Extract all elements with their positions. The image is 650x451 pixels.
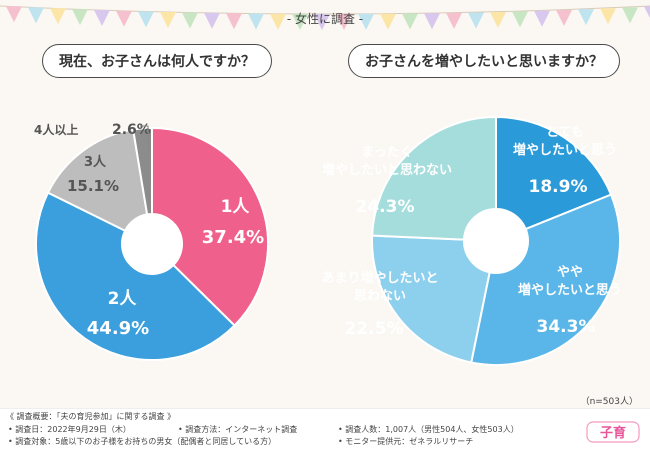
bunting-flag (468, 12, 484, 29)
survey-target: • 調査対象：5歳以下のお子様をお持ちの男女（配偶者と同居している方） (8, 437, 277, 446)
bunting-flag (182, 12, 198, 29)
slice-label: 1人 (221, 197, 251, 217)
charts-canvas: 1人 37.4% 2人 44.9% 3人 15.1% 4人以上 2.6% とても増やしたいと思う… (34, 115, 622, 366)
bunting-flag (380, 13, 396, 30)
slice-label: やや増やしたいと思う (518, 265, 622, 298)
bunting-flag (248, 13, 264, 30)
bunting-flag (226, 13, 242, 30)
question-1-label: 現在、お子さんは何人ですか？ (42, 44, 272, 78)
bunting-flag (50, 8, 66, 25)
bunting-flag (6, 6, 22, 23)
bunting-flag (556, 9, 572, 26)
bunting-flag (424, 13, 440, 30)
slice-label: あまり増やしたいと思わない (321, 270, 438, 304)
bunting-flag (622, 7, 638, 24)
slice-value: 34.3% (537, 317, 596, 337)
bunting-flag (270, 13, 286, 30)
donut-hole (464, 209, 528, 273)
slice-label: まったく増やしたいと思わない (322, 145, 452, 178)
slice-label: とても増やしたいと思う (513, 125, 617, 158)
bunting-flag (644, 6, 650, 19)
survey-overview: 《 調査概要：「夫の育児参加」に関する調査 》 (6, 412, 176, 421)
bunting-flag (204, 12, 220, 29)
bunting-flag (116, 10, 132, 27)
bunting-flag (490, 11, 506, 28)
slice-value: 37.4% (202, 227, 264, 248)
brand-logo-text: 子育 (600, 425, 626, 441)
donut-hole (122, 214, 182, 274)
bunting-flag (160, 11, 176, 28)
bunting-flag (512, 11, 528, 28)
bunting-flag (534, 10, 550, 27)
bunting-flag (402, 13, 418, 30)
page-title: - 女性に調査 - (286, 12, 364, 26)
survey-provider: • モニター提供元：ゼネラルリサーチ (338, 437, 474, 446)
brand-logo: 子育 (586, 421, 640, 443)
bunting-flag (600, 8, 616, 25)
survey-count: • 調査人数：1,007人（男性504人、女性503人） (338, 425, 519, 434)
bunting-flag (314, 13, 330, 30)
slice-label: 3人 (84, 154, 107, 170)
bunting-flag (578, 9, 594, 26)
slice-value: 18.9% (529, 177, 588, 197)
bunting-flag (94, 9, 110, 26)
leader-line (140, 125, 150, 151)
bunting-flag (28, 7, 44, 24)
slice-value: 44.9% (87, 318, 149, 339)
bunting-flag (358, 13, 374, 30)
bunting-flag (292, 13, 308, 30)
slice-value: 22.5% (345, 319, 404, 339)
slice-value: 2.6% (112, 122, 151, 138)
bunting-decoration (0, 5, 650, 30)
bunting-flag (72, 9, 88, 26)
bunting-flag (336, 13, 352, 30)
question-2-label: お子さんを増やしたいと思いますか？ (348, 44, 620, 78)
slice-label: 4人以上 (34, 122, 78, 137)
slice-value: 24.3% (356, 197, 415, 217)
survey-footer: 《 調査概要：「夫の育児参加」に関する調査 》 • 調査日：2022年9月29日… (0, 408, 650, 451)
bunting-flag (138, 11, 154, 28)
bunting-flag (446, 12, 462, 29)
slice-label: 2人 (108, 289, 138, 309)
survey-date: • 調査日：2022年9月29日（木） (8, 425, 131, 434)
sample-size-note: （n=503人） (580, 397, 638, 407)
survey-method: • 調査方法：インターネット調査 (178, 425, 298, 434)
slice-value: 15.1% (67, 177, 119, 195)
